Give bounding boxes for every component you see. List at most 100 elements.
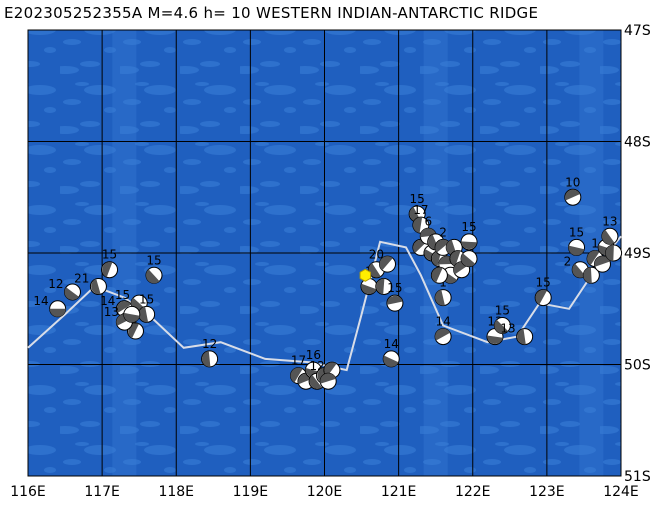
focal-mechanism-icon: 15 — [408, 192, 426, 223]
beachball-compression — [49, 308, 66, 317]
beachball-compression — [535, 289, 547, 305]
beachball-compression — [102, 261, 113, 278]
beachball-compression — [435, 289, 445, 306]
focal-mechanism-icon: 15 — [534, 276, 552, 307]
longitude-label: 119E — [233, 484, 269, 500]
longitude-label: 121E — [381, 484, 417, 500]
mechanism-depth-label: 15 — [410, 192, 425, 206]
mechanism-depth-label: 15 — [115, 288, 130, 302]
mechanism-depth-label: 15 — [461, 220, 476, 234]
focal-mechanism-icon: 15 — [101, 248, 119, 279]
longitude-label: 122E — [455, 484, 491, 500]
beachball-compression — [435, 328, 451, 341]
beachball-compression — [517, 328, 526, 345]
focal-mechanism-icon — [460, 250, 478, 268]
focal-mechanism-icon — [605, 244, 623, 262]
mechanism-depth-label: 2 — [564, 255, 572, 269]
latitude-label: 50S — [624, 358, 651, 374]
longitude-label: 117E — [84, 484, 120, 500]
mechanism-depth-label: 14 — [100, 294, 115, 308]
beachball-compression — [64, 287, 79, 300]
mechanism-depth-label: 10 — [565, 175, 580, 189]
mechanism-depth-label: 14 — [33, 294, 48, 308]
focal-mechanism-icon — [593, 255, 611, 273]
beachball-compression — [587, 250, 600, 266]
latitude-label: 49S — [624, 246, 651, 262]
focal-mechanism-icon: 15 — [138, 292, 156, 323]
beachball-compression — [461, 253, 476, 267]
focal-mechanism-icon — [375, 277, 393, 295]
mechanism-depth-label: 15 — [146, 253, 161, 267]
latitude-label: 47S — [624, 23, 651, 39]
mechanism-depth-label: 15 — [139, 292, 154, 306]
focal-mechanism-icon: 13 — [500, 322, 534, 346]
mechanism-depth-label: 13 — [500, 322, 515, 336]
beachball-compression — [594, 256, 610, 267]
focal-mechanism-icon: 15 — [568, 225, 586, 256]
focal-mechanism-icon: 20 — [367, 248, 385, 279]
beachball-compression — [376, 278, 385, 295]
focal-mechanism-icon — [582, 266, 600, 284]
beachball-compression — [583, 267, 592, 284]
beachball-compression — [601, 229, 615, 245]
mechanism-depth-label: 13 — [104, 305, 119, 319]
mechanism-depth-label: 12 — [202, 337, 217, 351]
latitude-label: 51S — [624, 469, 651, 485]
longitude-label: 116E — [10, 484, 46, 500]
beachball-compression — [361, 283, 377, 295]
focal-mechanism-icon: 15 — [493, 303, 511, 334]
beachball-compression — [435, 239, 450, 253]
beachball-compression — [568, 245, 585, 256]
map-title: E202305252355A M=4.6 h= 10 WESTERN INDIA… — [4, 4, 539, 22]
beachball-compression — [368, 263, 381, 278]
focal-mechanism-icon: 15 — [386, 281, 404, 312]
longitude-label: 123E — [529, 484, 565, 500]
mechanism-depth-label: 13 — [602, 214, 617, 228]
mechanism-depth-label: 6 — [424, 214, 432, 228]
epicenter-hexagon-icon — [359, 268, 371, 282]
beachball-compression — [383, 355, 399, 367]
longitude-label: 120E — [307, 484, 343, 500]
beachball-compression — [309, 374, 322, 389]
focal-mechanism-icon: 15 — [145, 253, 163, 284]
mechanism-depth-label: 14 — [384, 337, 399, 351]
beachball-compression — [123, 312, 140, 323]
beachball-compression — [116, 301, 132, 313]
mechanism-depth-label: 12 — [48, 277, 63, 291]
beachball-compression — [290, 367, 303, 383]
beachball-compression — [387, 295, 403, 305]
beachball-compression — [605, 244, 614, 261]
focal-mechanism-icon: 10 — [564, 175, 582, 206]
beachball-compression — [572, 263, 586, 278]
focal-mechanism-icon — [379, 255, 397, 273]
longitude-label: 118E — [158, 484, 194, 500]
focal-mechanism-icon: 14 — [434, 315, 452, 346]
mechanism-depth-label: 17 — [413, 203, 428, 217]
focal-mechanism-icon: 12 — [48, 277, 81, 301]
beachball-compression — [379, 256, 393, 271]
beachball-compression — [138, 306, 149, 323]
beachball-compression — [487, 335, 503, 344]
focal-mechanism-icon: 14 — [33, 294, 67, 318]
beachball-compression — [201, 351, 211, 367]
longitude-label: 124E — [603, 484, 639, 500]
focal-mechanism-icon: 14 — [382, 337, 400, 368]
mechanism-depth-label: 20 — [369, 248, 384, 262]
beachball-compression — [450, 250, 461, 267]
mechanism-depth-label: 15 — [387, 281, 402, 295]
focal-mechanism-icon — [430, 266, 448, 284]
beachball-compression — [431, 267, 443, 283]
beachball-compression — [146, 269, 160, 284]
focal-mechanism-icon: 15 — [460, 220, 478, 251]
focal-mechanism-icon: 21 — [74, 271, 107, 295]
mechanism-depth-label: 15 — [536, 276, 551, 290]
focal-mechanism-icon — [123, 305, 141, 323]
focal-mechanism-icon — [319, 372, 337, 390]
mechanism-depth-label: 1 — [591, 237, 599, 251]
beachball-compression — [320, 373, 336, 384]
beachball-compression — [91, 278, 101, 295]
mechanism-depth-label: 15 — [569, 225, 584, 239]
mechanism-depth-label: 15 — [102, 248, 117, 262]
mechanism-depth-label: 2 — [439, 225, 447, 239]
